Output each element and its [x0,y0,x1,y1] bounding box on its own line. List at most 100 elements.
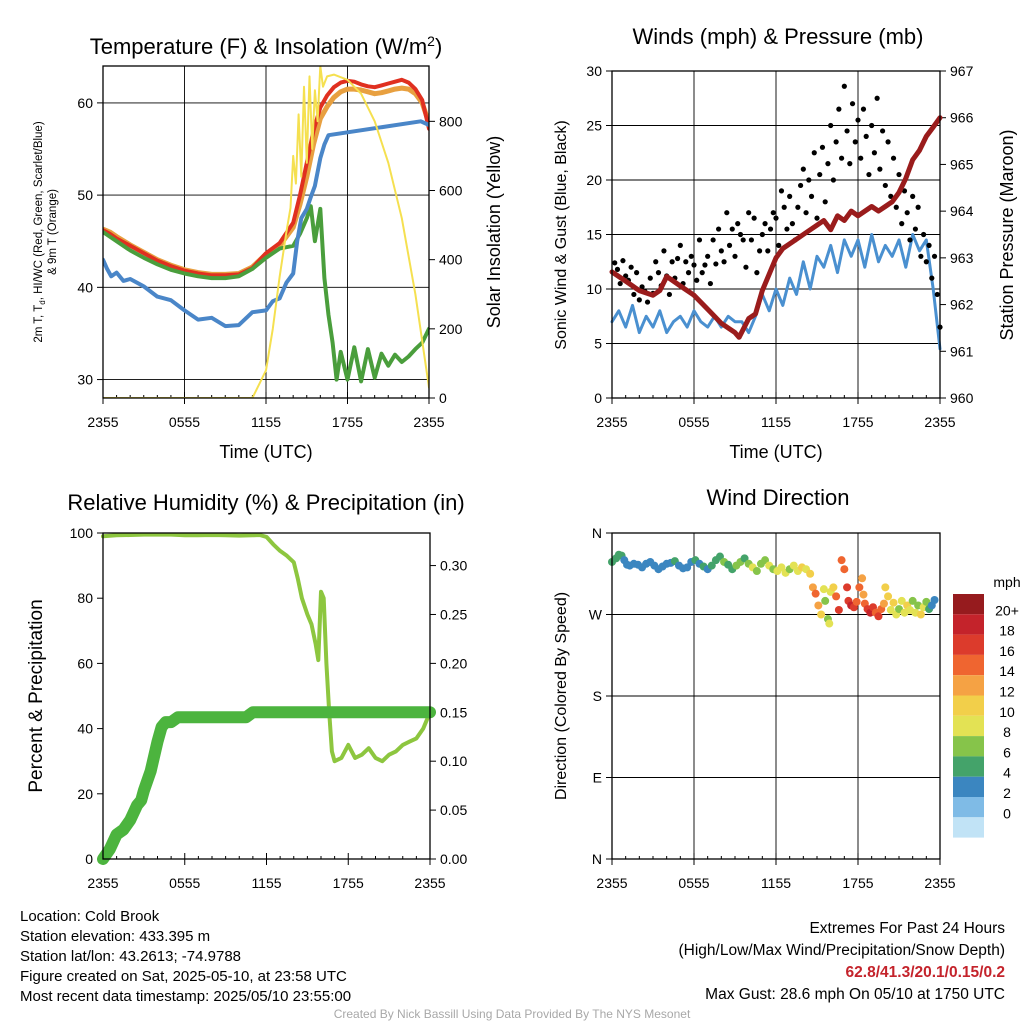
y2-tick-label: 0.30 [440,558,467,574]
gust-point [726,242,733,248]
direction-chart: 2355 0555 1155 1755 2355 N E S W N Wind Direction D… [553,485,1021,891]
recent-timestamp: Most recent data timestamp: 2025/05/10 2… [20,988,352,1005]
direction-point [707,561,716,570]
direction-point [715,552,724,561]
y2-tick-label: 0.00 [440,851,467,867]
legend-swatch [953,797,984,818]
direction-frame [611,532,941,860]
station-latlon: Station lat/lon: 43.2613; -74.9788 [20,948,242,965]
gust-point [817,171,823,178]
legend-swatch [953,695,984,716]
direction-point [821,596,830,605]
gust-point [858,155,864,161]
direction-point [752,567,761,576]
y2-tick-label: 0.10 [440,753,467,769]
direction-point [834,605,843,614]
gust-point [882,182,888,189]
gust-point [795,204,801,210]
direction-point [819,585,828,594]
gust-point [904,210,910,216]
gust-point [639,284,645,290]
direction-point [908,596,917,605]
gust-point [762,221,768,227]
gust-point [915,204,921,210]
legend-label: 8 [1003,724,1011,740]
gust-point [921,231,927,238]
legend-swatch [953,675,984,696]
gust-point [634,270,640,276]
x-tick-label: 1155 [761,875,791,891]
gust-point [899,221,905,227]
direction-point [897,596,906,605]
gust-point [644,299,651,305]
gust-point [620,258,626,264]
gust-point [759,231,765,238]
gust-point [918,253,924,259]
gust-point [811,150,817,156]
x-tick-label: 2355 [87,875,118,891]
gust-point [732,253,738,259]
gust-point [880,128,886,134]
series-line [609,115,943,340]
humidity-chart: 2355 0555 1155 1755 2355 0 20 40 60 80 100 0.00 0.05… [26,490,467,891]
gust-point [888,193,894,199]
direction-point [881,583,890,592]
speed-legend: mph 20+ 18 16 14 12 10 8 6 4 2 0 [953,574,1021,838]
station-info: Location: Cold Brook Station elevation: … [20,907,351,1007]
gust-point [852,139,858,145]
gust-point [748,237,755,243]
temperature-frame [102,65,430,399]
chart-title: Temperature (F) & Insolation (W/m2) [90,33,443,59]
legend-swatch [953,594,984,615]
station-location: Location: Cold Brook [20,908,160,925]
gust-point [803,210,809,216]
direction-point [874,612,883,621]
gust-point [841,83,847,89]
direction-point [808,583,817,592]
gust-point [691,262,697,268]
y2-tick-label: 0.15 [440,704,467,720]
temperature-series [103,66,429,398]
y2-tick-label: 600 [439,183,463,199]
gust-point [735,221,741,227]
gust-point [767,226,774,232]
meteogram-figure: 2355 0555 1155 1755 235530405060020040060080… [26,24,1021,891]
x-tick-label: 0555 [678,875,709,891]
gust-point [737,231,744,238]
gust-point [808,193,815,199]
gust-point [655,270,662,276]
y2-tick-label: 965 [950,156,974,172]
y-axis-label: 2m T, Td, HI/WC (Red, Green, Scarlet/Blu… [33,121,47,342]
gust-point [839,155,845,161]
gust-point [746,210,752,216]
y-tick-label: 50 [77,187,93,203]
station-elevation: Station elevation: 433.395 m [20,928,211,945]
gust-point [814,215,820,221]
direction-point [855,583,864,592]
x-tick-label: 2355 [414,875,445,891]
x-axis-label: Time (UTC) [729,442,822,462]
gust-point [683,259,689,265]
direction-point [886,605,895,614]
gust-point [631,291,637,298]
y-tick-label: N [592,851,602,867]
winds-frame [611,70,941,399]
direction-point [858,574,867,583]
y-tick-label: 30 [77,372,93,388]
gust-point [866,171,872,178]
x-tick-label: 2355 [924,414,955,430]
gust-point [849,101,856,107]
gust-point [773,215,779,221]
x-tick-label: 1755 [842,875,873,891]
x-tick-label: 1155 [251,875,281,891]
gust-point [694,277,700,283]
y2-tick-label: 0.05 [440,802,467,818]
gust-point [828,122,834,129]
legend-swatch [953,776,984,797]
direction-point [840,565,849,574]
gust-point [653,259,659,265]
y2-tick-label: 0.20 [440,655,467,671]
legend-title: mph [993,574,1020,590]
y-axis-label: Direction (Colored By Speed) [553,592,570,800]
legend-label: 18 [999,623,1015,639]
